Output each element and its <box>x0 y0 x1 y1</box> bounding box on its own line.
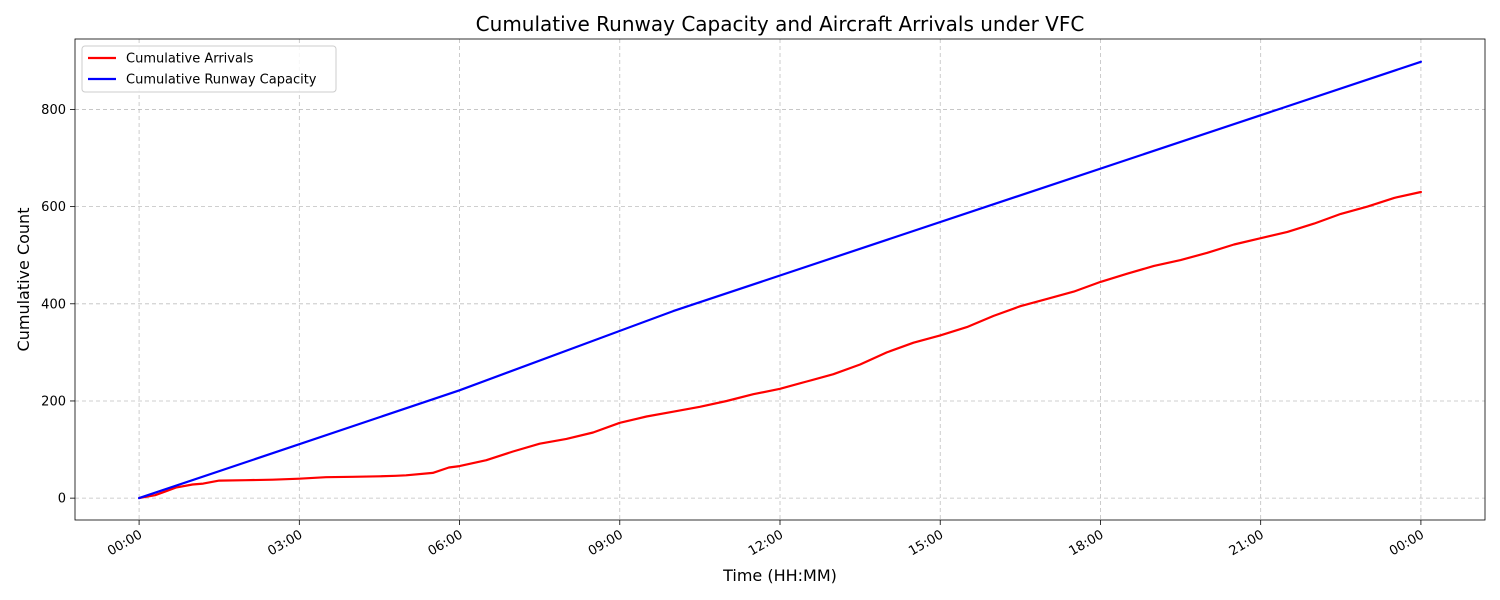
series-line-cumulative-arrivals <box>138 190 1423 500</box>
y-tick-label: 0 <box>58 492 66 507</box>
y-axis-ticks: 0 200 400 600 800 <box>41 103 75 507</box>
chart-title: Cumulative Runway Capacity and Aircraft … <box>476 12 1085 36</box>
legend-label: Cumulative Runway Capacity <box>126 73 317 88</box>
x-tick-label: 18:00 <box>1067 527 1107 559</box>
x-tick-label: 09:00 <box>586 527 626 559</box>
x-tick-label: 06:00 <box>426 527 466 559</box>
x-axis-ticks: 00:00 03:00 06:00 09:00 12:00 15:00 18:00 21:00… <box>105 520 1427 559</box>
legend: Cumulative Arrivals Cumulative Runway Cap… <box>81 45 337 93</box>
x-tick-label: 15:00 <box>906 527 946 559</box>
series-line-cumulative-runway-capacity <box>138 60 1423 500</box>
legend-label: Cumulative Arrivals <box>126 52 254 67</box>
x-tick-label: 21:00 <box>1227 527 1267 559</box>
legend-box <box>81 45 337 93</box>
y-tick-label: 800 <box>41 103 66 118</box>
x-tick-label: 12:00 <box>746 527 786 559</box>
y-tick-label: 600 <box>41 200 66 215</box>
y-tick-label: 200 <box>41 394 66 409</box>
x-tick-label: 00:00 <box>105 527 145 559</box>
x-axis-label: Time (HH:MM) <box>722 566 837 585</box>
x-tick-label: 00:00 <box>1387 527 1427 559</box>
y-axis-label: Cumulative Count <box>14 208 33 352</box>
grid-lines <box>75 39 1485 520</box>
series-lines <box>138 60 1423 500</box>
x-tick-label: 03:00 <box>265 527 305 559</box>
y-tick-label: 400 <box>41 297 66 312</box>
